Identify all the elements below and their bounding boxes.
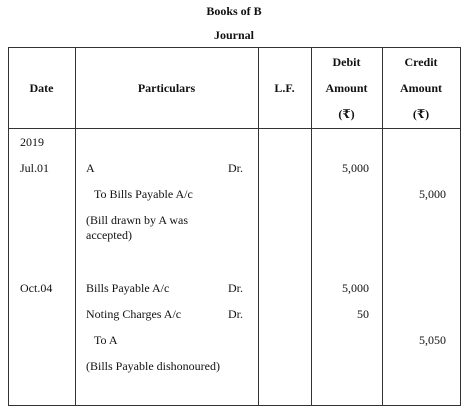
credit-account: To Bills Payable A/c: [94, 187, 193, 201]
journal-title: Journal: [213, 28, 254, 42]
col-header-credit-line2: Amount: [399, 81, 442, 95]
debit-amount: 50: [357, 307, 369, 321]
book-title: Books of B: [206, 4, 262, 18]
debit-amount: 5,000: [342, 281, 369, 295]
debit-account: A: [86, 161, 95, 175]
col-header-credit-line1: Credit: [404, 55, 438, 69]
col-header-debit-currency: (₹): [338, 107, 355, 121]
col-header-debit-line2: Amount: [325, 81, 368, 95]
debit-account: Noting Charges A/c: [86, 307, 182, 321]
col-header-date: Date: [29, 81, 54, 95]
entry-year: 2019: [20, 135, 44, 149]
credit-account: To A: [94, 333, 118, 347]
col-header-credit-currency: (₹): [412, 107, 430, 121]
debit-marker: Dr.: [228, 307, 243, 321]
debit-account: Bills Payable A/c: [86, 281, 170, 295]
debit-marker: Dr.: [228, 281, 243, 295]
credit-amount: 5,050: [419, 333, 446, 347]
col-header-particulars: Particulars: [137, 81, 196, 95]
col-header-debit-line1: Debit: [332, 55, 361, 69]
debit-marker: Dr.: [228, 161, 243, 175]
narration: (Bills Payable dishonoured): [86, 359, 220, 373]
debit-amount: 5,000: [342, 161, 369, 175]
entry-date: Jul.01: [20, 161, 50, 175]
narration: (Bill drawn by A was accepted): [86, 213, 188, 242]
credit-amount: 5,000: [419, 187, 446, 201]
col-header-lf: L.F.: [274, 81, 295, 95]
entry-date: Oct.04: [20, 281, 53, 295]
